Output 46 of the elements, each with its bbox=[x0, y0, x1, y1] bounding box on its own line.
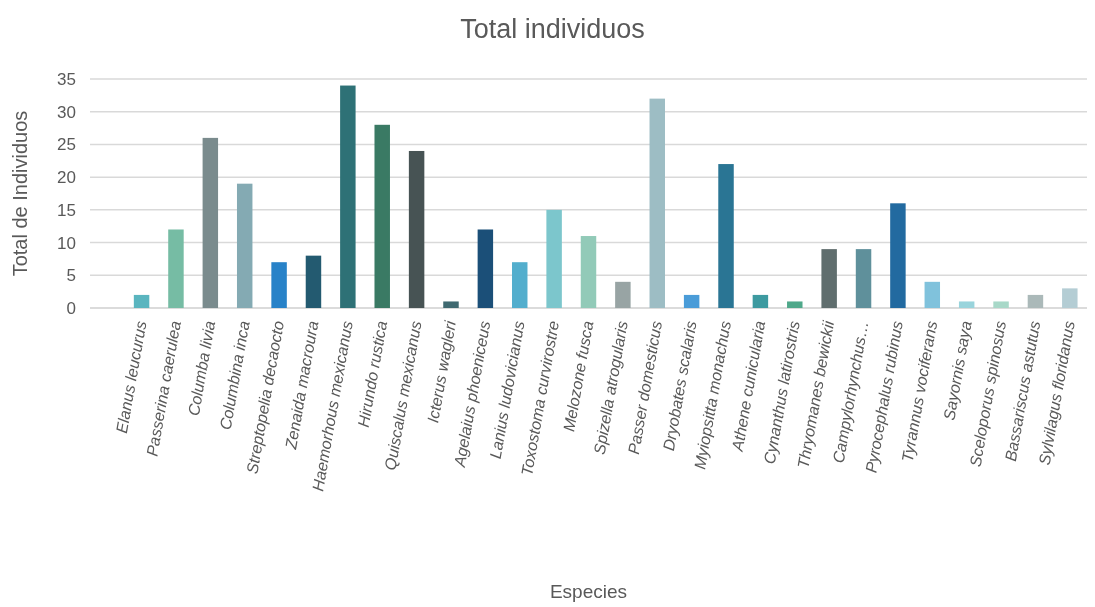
bar bbox=[924, 281, 941, 308]
bar bbox=[580, 236, 597, 308]
bar bbox=[168, 229, 184, 308]
y-tick-label: 20 bbox=[57, 168, 76, 188]
x-tick-label: Hirundo rustica bbox=[354, 319, 391, 429]
bar bbox=[477, 229, 494, 308]
chart-title: Total individuos bbox=[460, 14, 645, 44]
y-tick-label: 10 bbox=[57, 233, 76, 253]
bar bbox=[546, 209, 562, 308]
bar bbox=[305, 255, 322, 308]
x-tick-label: Columbina inca bbox=[216, 319, 253, 432]
x-tick-label: Icterus wagleri bbox=[424, 319, 460, 425]
bar bbox=[443, 301, 459, 308]
bar bbox=[718, 164, 734, 308]
bar bbox=[683, 294, 700, 308]
x-tick-label: Columba livia bbox=[184, 319, 219, 418]
x-tick-label: Sayornis saya bbox=[940, 319, 975, 422]
y-tick-label: 35 bbox=[57, 69, 76, 89]
bar bbox=[890, 203, 906, 308]
bar bbox=[1062, 288, 1078, 308]
bar bbox=[133, 294, 150, 308]
bar bbox=[236, 183, 253, 308]
y-tick-label: 15 bbox=[57, 200, 76, 220]
bar bbox=[408, 150, 425, 308]
x-axis-title: Especies bbox=[549, 581, 628, 602]
bar bbox=[1027, 294, 1044, 308]
bar bbox=[202, 137, 219, 308]
bar bbox=[374, 124, 390, 308]
x-tick-label: Elanus leucurus bbox=[113, 319, 150, 435]
bar bbox=[615, 281, 631, 308]
bar bbox=[787, 301, 803, 308]
y-tick-label: 30 bbox=[57, 102, 76, 122]
bar bbox=[752, 294, 769, 308]
bar bbox=[958, 301, 975, 308]
bar bbox=[271, 262, 287, 308]
y-tick-label: 0 bbox=[66, 298, 76, 318]
bar bbox=[855, 249, 872, 308]
x-tick-label: Melozone fusca bbox=[560, 319, 597, 433]
bar bbox=[512, 262, 528, 308]
y-tick-label: 25 bbox=[57, 135, 76, 155]
bar bbox=[821, 249, 837, 308]
y-axis-title: Total de Individuos bbox=[9, 110, 31, 277]
bar bbox=[340, 85, 356, 308]
bar bbox=[993, 301, 1009, 308]
bar bbox=[649, 98, 665, 308]
y-tick-label: 5 bbox=[66, 266, 76, 286]
